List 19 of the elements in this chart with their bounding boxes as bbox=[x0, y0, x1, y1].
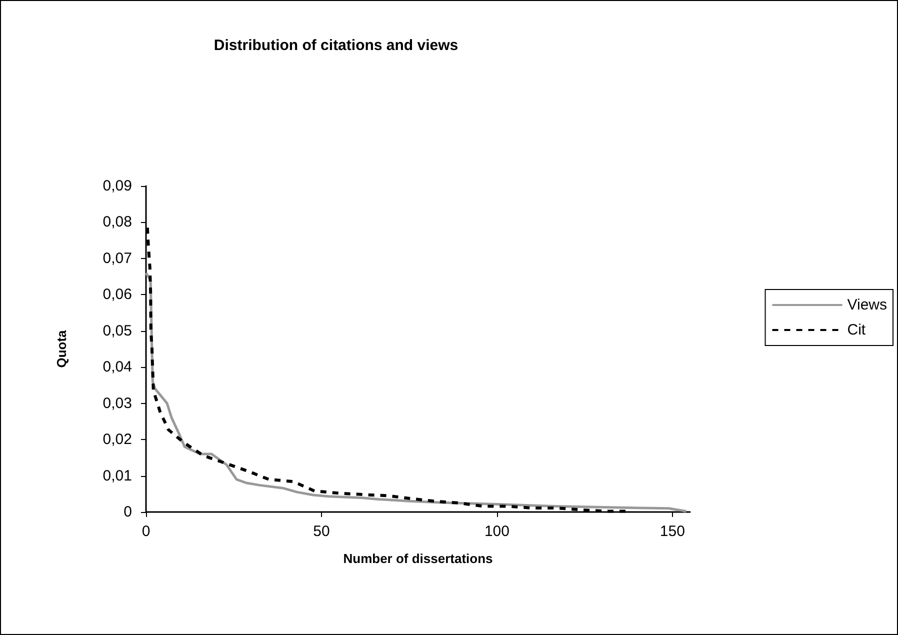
y-tick-label: 0,04 bbox=[102, 358, 132, 376]
x-tick-label: 0 bbox=[142, 523, 150, 540]
x-tick-label: 150 bbox=[660, 523, 685, 540]
y-tick-label: 0,01 bbox=[102, 467, 132, 484]
y-tick-label: 0,06 bbox=[102, 286, 132, 304]
y-tick-label: 0,03 bbox=[102, 394, 132, 412]
legend-label: Views bbox=[847, 296, 888, 314]
legend-label: Cit bbox=[847, 322, 866, 338]
y-tick-label: 0,05 bbox=[102, 322, 132, 340]
x-tick-label: 50 bbox=[313, 523, 330, 540]
y-tick-label: 0,02 bbox=[102, 431, 132, 448]
chart-title: Distribution of citations and views bbox=[214, 37, 458, 54]
x-tick-label: 100 bbox=[484, 523, 510, 540]
y-tick-label: 0,07 bbox=[102, 250, 132, 267]
x-axis-title: Number of dissertations bbox=[343, 551, 493, 566]
y-tick-label: 0,09 bbox=[102, 178, 132, 194]
y-axis-title: Quota bbox=[54, 329, 69, 368]
y-tick-label: 0,08 bbox=[102, 214, 132, 231]
y-tick-label: 0 bbox=[124, 504, 132, 520]
